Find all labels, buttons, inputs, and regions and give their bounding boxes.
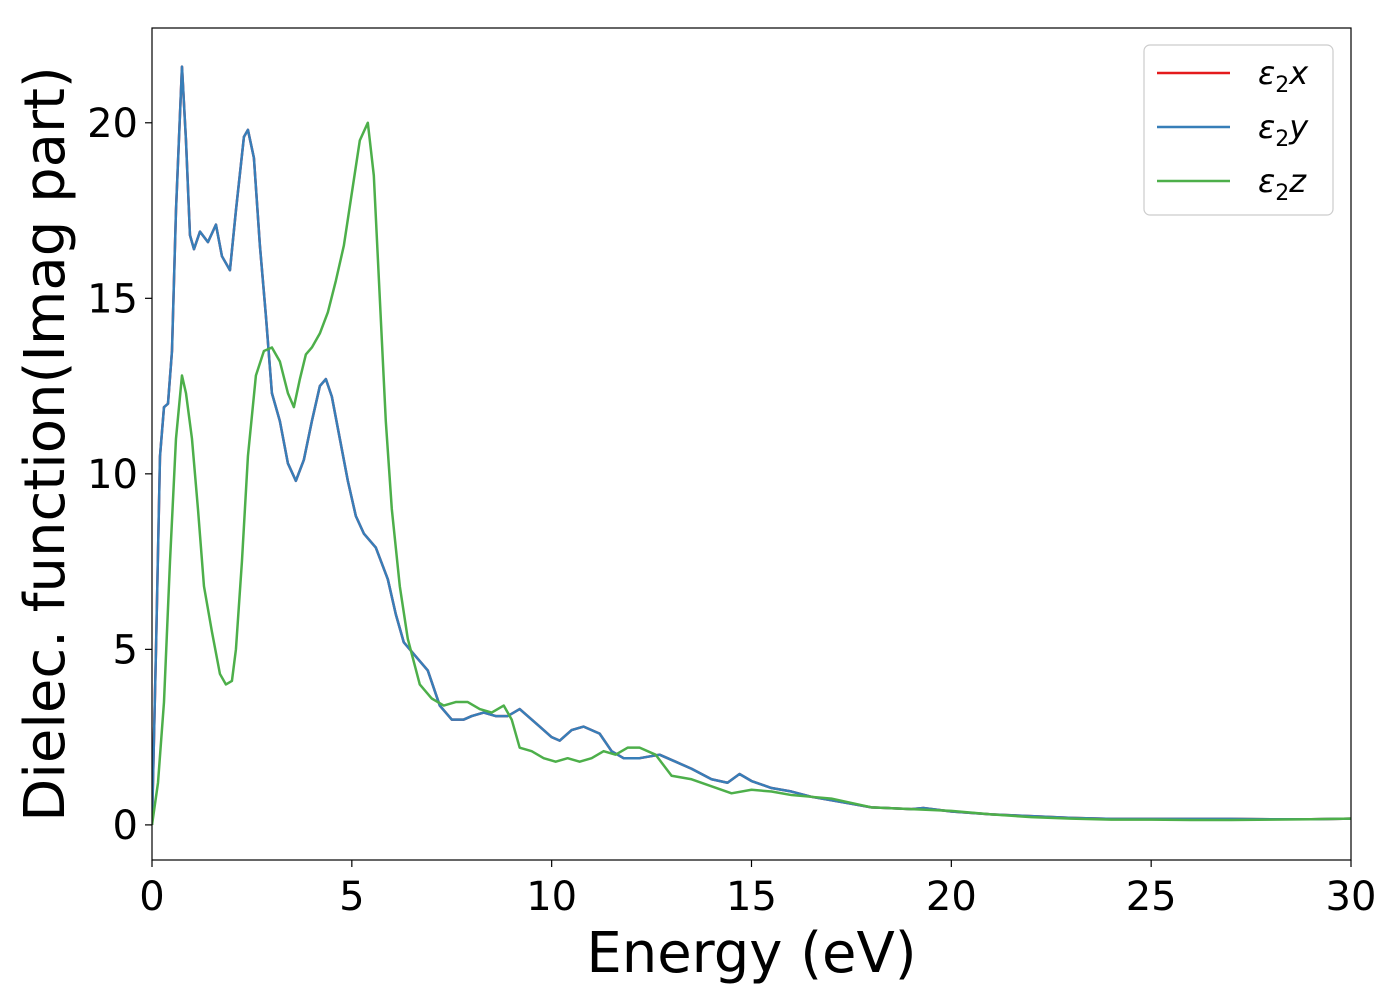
y-tick-label: 0	[113, 803, 138, 849]
y-tick-label: 20	[87, 101, 138, 147]
y-tick-label: 5	[113, 627, 138, 673]
x-axis-label: Energy (eV)	[586, 921, 916, 986]
x-tick-label: 10	[526, 874, 577, 920]
x-axis-ticks: 0 5 10 15 20 25 30	[139, 860, 1376, 920]
legend-label-x: ε2x	[1258, 54, 1309, 98]
legend-label-z: ε2z	[1258, 162, 1307, 206]
x-tick-label: 30	[1326, 874, 1377, 920]
x-tick-label: 25	[1126, 874, 1177, 920]
x-tick-label: 20	[926, 874, 977, 920]
series-line-z	[152, 121, 1351, 826]
x-tick-label: 15	[726, 874, 777, 920]
legend: ε2x ε2y ε2z	[1143, 44, 1334, 216]
y-tick-label: 15	[87, 276, 138, 322]
y-axis-label: Dielec. function(Imag part)	[13, 66, 78, 822]
legend-box	[1143, 44, 1334, 216]
x-tick-label: 5	[339, 874, 364, 920]
x-tick-label: 0	[139, 874, 164, 920]
y-axis-ticks: 0 5 10 15 20	[87, 101, 152, 849]
y-tick-label: 10	[87, 452, 138, 498]
axes-frame	[151, 27, 1352, 861]
legend-label-y: ε2y	[1258, 108, 1309, 152]
plot-area	[152, 65, 1351, 826]
